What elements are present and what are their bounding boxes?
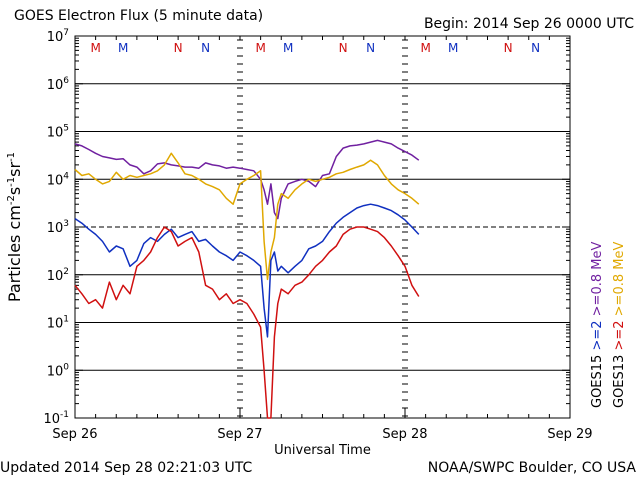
y-tick-label: 101 bbox=[47, 315, 69, 332]
legend-entry: >=0.8 MeV bbox=[612, 242, 627, 321]
local-time-marker: N bbox=[531, 41, 540, 55]
x-axis-label: Universal Time bbox=[274, 443, 371, 458]
local-time-marker: M bbox=[255, 41, 265, 55]
y-tick-label: 102 bbox=[47, 267, 69, 284]
x-tick-label: Sep 27 bbox=[217, 427, 262, 442]
local-time-marker: M bbox=[283, 41, 293, 55]
local-time-marker: N bbox=[504, 41, 513, 55]
y-tick-label: 106 bbox=[47, 76, 70, 93]
legend-entry: >=2 bbox=[612, 320, 627, 354]
updated-timestamp: Updated 2014 Sep 28 02:21:03 UTC bbox=[0, 460, 253, 476]
series-line-1 bbox=[74, 152, 420, 281]
y-tick-label: 105 bbox=[47, 124, 69, 141]
local-time-marker: N bbox=[366, 41, 375, 55]
local-time-marker: M bbox=[118, 41, 128, 55]
series-line-3 bbox=[74, 226, 420, 419]
credit-label: NOAA/SWPC Boulder, CO USA bbox=[427, 460, 636, 476]
chart-title: GOES Electron Flux (5 minute data) bbox=[14, 8, 264, 24]
right-legend-column: GOES15 >=2 >=0.8 MeV bbox=[590, 242, 605, 408]
y-tick-label: 103 bbox=[47, 219, 69, 236]
series-line-0 bbox=[74, 139, 420, 220]
y-tick-label: 107 bbox=[47, 28, 69, 45]
legend-entry: GOES13 bbox=[612, 355, 627, 408]
x-tick-label: Sep 26 bbox=[52, 427, 97, 442]
local-time-marker: N bbox=[174, 41, 183, 55]
legend-entry: >=0.8 MeV bbox=[590, 242, 605, 321]
local-time-marker: N bbox=[201, 41, 210, 55]
x-tick-label: Sep 28 bbox=[382, 427, 427, 442]
local-time-marker: M bbox=[448, 41, 458, 55]
right-legend-column: GOES13 >=2 >=0.8 MeV bbox=[612, 242, 627, 408]
y-tick-label: 104 bbox=[47, 171, 70, 188]
legend-entry: >=2 bbox=[590, 320, 605, 354]
y-tick-label: 100 bbox=[47, 362, 70, 379]
x-tick-label: Sep 29 bbox=[547, 427, 592, 442]
legend-entry: GOES15 bbox=[590, 355, 605, 408]
begin-label: Begin: 2014 Sep 26 0000 UTC bbox=[423, 16, 634, 32]
local-time-marker: M bbox=[420, 41, 430, 55]
local-time-marker: M bbox=[90, 41, 100, 55]
y-axis-label: Particles cm-2s-1sr-1 bbox=[5, 152, 24, 302]
local-time-marker: N bbox=[339, 41, 348, 55]
series-line-2 bbox=[74, 203, 420, 338]
y-tick-label: 10-1 bbox=[43, 410, 69, 427]
